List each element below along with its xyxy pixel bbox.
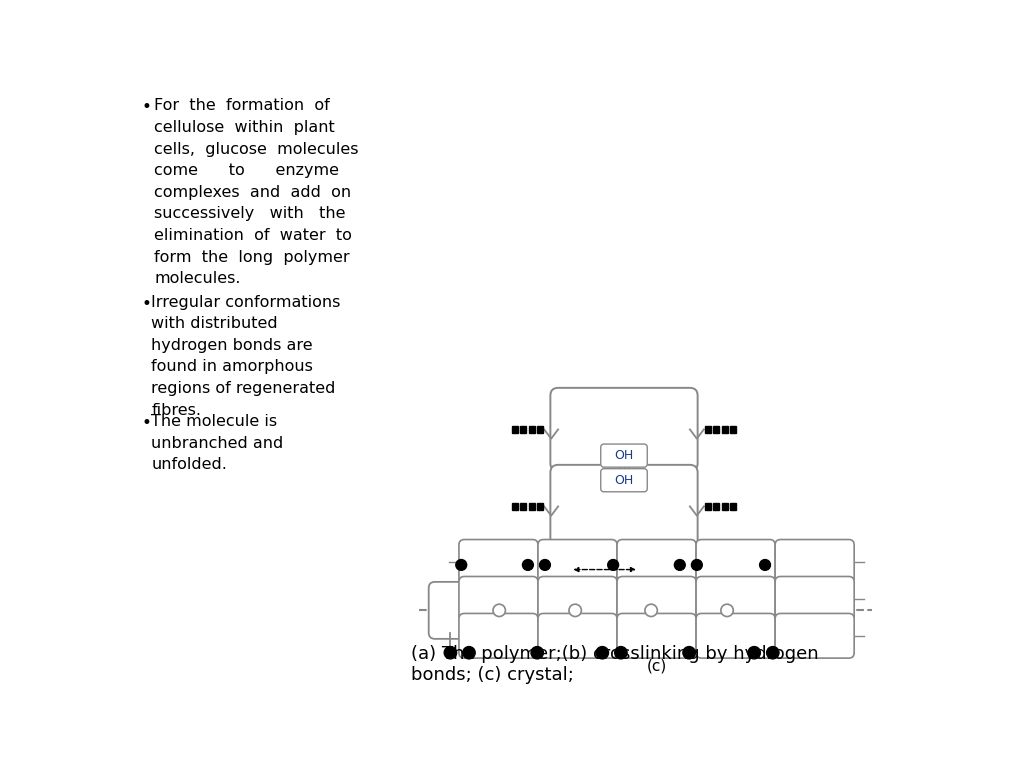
Circle shape [531, 647, 544, 659]
Text: OH: OH [614, 449, 634, 462]
Circle shape [522, 560, 534, 571]
FancyBboxPatch shape [459, 577, 538, 621]
FancyBboxPatch shape [656, 582, 722, 639]
FancyBboxPatch shape [732, 582, 798, 639]
FancyBboxPatch shape [617, 540, 696, 584]
Circle shape [607, 560, 618, 571]
Bar [705, 503, 711, 509]
Circle shape [540, 560, 550, 571]
Circle shape [748, 647, 761, 659]
FancyBboxPatch shape [538, 577, 617, 621]
Circle shape [614, 647, 627, 659]
Text: •: • [142, 295, 152, 313]
Circle shape [493, 604, 506, 617]
Circle shape [456, 560, 467, 571]
Bar [512, 503, 518, 509]
Bar [512, 426, 518, 432]
Text: (b): (b) [613, 547, 635, 561]
FancyBboxPatch shape [538, 614, 617, 658]
FancyBboxPatch shape [429, 582, 494, 639]
Bar [713, 503, 719, 509]
Bar [730, 503, 736, 509]
Text: •: • [142, 98, 152, 116]
FancyBboxPatch shape [601, 444, 647, 467]
Bar [730, 426, 736, 432]
FancyBboxPatch shape [601, 468, 647, 492]
Circle shape [683, 647, 695, 659]
Circle shape [569, 604, 582, 617]
Bar [538, 426, 544, 432]
Text: Irregular conformations
with distributed
hydrogen bonds are
found in amorphous
r: Irregular conformations with distributed… [152, 295, 341, 418]
Circle shape [675, 560, 685, 571]
Text: (a): (a) [594, 547, 615, 561]
Bar [705, 426, 711, 432]
FancyBboxPatch shape [550, 388, 697, 471]
FancyBboxPatch shape [775, 614, 854, 658]
Bar [520, 426, 526, 432]
FancyBboxPatch shape [775, 540, 854, 584]
Circle shape [721, 604, 733, 617]
FancyBboxPatch shape [505, 582, 569, 639]
Circle shape [691, 560, 702, 571]
Text: (c): (c) [646, 659, 667, 674]
Text: •: • [142, 414, 152, 432]
FancyBboxPatch shape [696, 577, 775, 621]
FancyBboxPatch shape [538, 540, 617, 584]
Circle shape [767, 647, 779, 659]
Bar [528, 503, 535, 509]
Circle shape [444, 647, 457, 659]
Circle shape [596, 647, 608, 659]
Circle shape [463, 647, 475, 659]
FancyBboxPatch shape [696, 614, 775, 658]
Text: (a) The polymer;(b) crosslinking by hydrogen
bonds; (c) crystal;: (a) The polymer;(b) crosslinking by hydr… [411, 645, 818, 684]
FancyBboxPatch shape [459, 614, 538, 658]
FancyBboxPatch shape [459, 540, 538, 584]
FancyBboxPatch shape [617, 614, 696, 658]
FancyBboxPatch shape [550, 465, 697, 548]
Bar [538, 503, 544, 509]
FancyBboxPatch shape [775, 577, 854, 621]
Bar [520, 503, 526, 509]
Text: For  the  formation  of
cellulose  within  plant
cells,  glucose  molecules
come: For the formation of cellulose within pl… [155, 98, 358, 286]
Text: OH: OH [614, 474, 634, 487]
FancyBboxPatch shape [617, 577, 696, 621]
Bar [722, 503, 728, 509]
Circle shape [760, 560, 770, 571]
Text: The molecule is
unbranched and
unfolded.: The molecule is unbranched and unfolded. [152, 414, 284, 472]
FancyBboxPatch shape [581, 582, 646, 639]
Bar [722, 426, 728, 432]
Text: $5 \times 10^{-4}$ μm: $5 \times 10^{-4}$ μm [561, 562, 647, 584]
Bar [528, 426, 535, 432]
Circle shape [645, 604, 657, 617]
Bar [713, 426, 719, 432]
FancyBboxPatch shape [696, 540, 775, 584]
